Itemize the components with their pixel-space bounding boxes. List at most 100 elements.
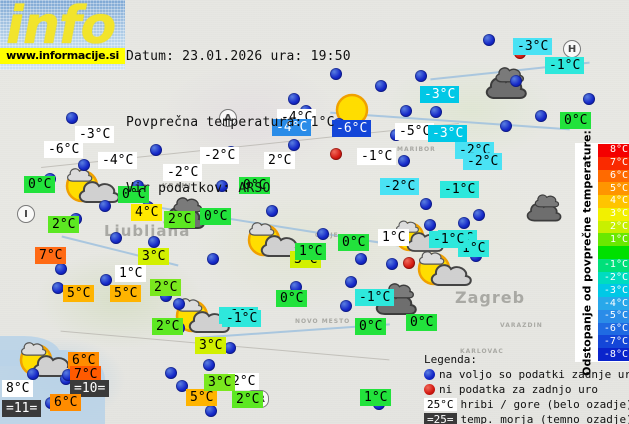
blue-dot-icon[interactable] [288,139,300,151]
color-scale-cell: 5°C [598,182,629,196]
blue-dot-icon[interactable] [424,219,436,231]
temperature-label: 2°C [48,216,80,233]
blue-dot-icon[interactable] [317,228,329,240]
temperature-label: -3°C [513,38,553,55]
city-label: NOVO MESTO [295,318,351,325]
blue-dot-icon[interactable] [583,93,595,105]
temperature-label: 4°C [131,204,163,221]
temperature-label: -1°C [357,148,397,165]
red-dot-icon[interactable] [330,148,342,160]
blue-dot-icon[interactable] [66,112,78,124]
temperature-label: 0°C [118,186,150,203]
temperature-label: 0°C [560,112,592,129]
blue-dot-icon[interactable] [150,144,162,156]
temperature-label: 0°C [338,234,370,251]
legend-rows: na voljo so podatki zadnje ure ni podatka… [424,367,629,424]
blue-dot-icon[interactable] [78,159,90,171]
blue-dot-icon[interactable] [176,380,188,392]
blue-dot-icon[interactable] [345,276,357,288]
blue-dot-icon[interactable] [205,405,217,417]
color-scale-legend: Odstopanje od povprečne temperature: 8°C… [575,130,629,376]
blue-dot-icon[interactable] [535,110,547,122]
temperature-label: -2°C [380,178,420,195]
blue-dot-icon[interactable] [52,282,64,294]
blue-dot-icon[interactable] [400,105,412,117]
legend-item-label: hribi / gore (belo ozadje) [460,398,629,411]
blue-dot-icon[interactable] [173,298,185,310]
red-dot-icon[interactable] [403,257,415,269]
color-scale-title: Odstopanje od povprečne temperature: [580,129,594,376]
temperature-label: -6°C [44,141,84,158]
temperature-label: =10= [70,380,110,397]
blue-dot-icon[interactable] [224,342,236,354]
city-label: KRANJ [162,182,192,190]
temperature-label: 0°C [24,176,56,193]
header-datetime: Datum: 23.01.2026 ura: 19:50 [126,49,351,64]
blue-dot-icon[interactable] [330,68,342,80]
temperature-label: 0°C [239,177,271,194]
blue-dot-icon[interactable] [375,80,387,92]
temperature-label: -1°C [222,310,262,327]
color-scale-cell: 6°C [598,169,629,183]
temperature-label: 0°C [406,314,438,331]
color-scale-cell: 2°C [598,220,629,234]
legend-item-label: na voljo so podatki zadnje ure [439,368,629,381]
blue-dot-icon[interactable] [430,106,442,118]
temperature-label: -2°C [163,164,203,181]
color-scale-cell: -2°C [598,271,629,285]
blue-dot-icon[interactable] [216,180,228,192]
blue-dot-icon[interactable] [340,300,352,312]
blue-dot-icon[interactable] [288,93,300,105]
temperature-label: 1°C [378,229,410,246]
temperature-label: 2°C [152,318,184,335]
temperature-label: 3°C [195,337,227,354]
red-dot-icon [424,384,435,395]
blue-dot-icon[interactable] [510,75,522,87]
blue-dot-icon[interactable] [500,120,512,132]
legend-item: =25= temp. morja (temno ozadje) [424,412,629,424]
temperature-label: 6°C [68,352,100,369]
country-badge-i: I [17,205,35,223]
blue-dot-icon[interactable] [99,200,111,212]
site-logo[interactable]: info www.informacije.si [0,0,125,70]
color-scale-title-wrap: Odstopanje od povprečne temperature: [576,130,598,376]
dark-chip-icon: =25= [424,413,457,424]
blue-dot-icon[interactable] [110,232,122,244]
color-scale-bar: 8°C 7°C 6°C 5°C 4°C 3°C 2°C 1°C -1°C -2°C -3°C -4°C… [598,144,629,362]
color-scale-cell: 1°C [598,233,629,247]
temperature-label: -4°C [272,119,312,136]
blue-dot-icon[interactable] [458,217,470,229]
temperature-label: 3°C [138,248,170,265]
blue-dot-icon[interactable] [27,368,39,380]
blue-dot-icon[interactable] [203,359,215,371]
temperature-label: 2°C [232,391,264,408]
country-badge-a: A [219,109,237,127]
temperature-label: -3°C [75,126,115,143]
temperature-label: 5°C [110,285,142,302]
blue-dot-icon[interactable] [355,253,367,265]
blue-dot-icon[interactable] [266,205,278,217]
temperature-label: 1°C [115,265,147,282]
legend-item-label: ni podatka za zadnjo uro [439,383,598,396]
temperature-label: -3°C [420,86,460,103]
blue-dot-icon[interactable] [420,198,432,210]
temperature-label: -1°C [429,231,469,248]
blue-dot-icon[interactable] [165,367,177,379]
temperature-label: =11= [2,400,42,417]
city-label: MARIBOR [397,146,436,153]
blue-dot-icon[interactable] [55,263,67,275]
logo-wordmark: info [6,0,116,56]
blue-dot-icon[interactable] [473,209,485,221]
header-data-source: Vir podatkov: ARSO [126,181,271,196]
blue-dot-icon [424,369,435,380]
blue-dot-icon[interactable] [398,155,410,167]
blue-dot-icon[interactable] [207,253,219,265]
blue-dot-icon[interactable] [148,236,160,248]
cloud-icon [520,190,566,224]
blue-dot-icon[interactable] [483,34,495,46]
blue-dot-icon[interactable] [386,258,398,270]
color-scale-cell: -7°C [598,335,629,349]
blue-dot-icon[interactable] [415,70,427,82]
blue-dot-icon[interactable] [100,274,112,286]
